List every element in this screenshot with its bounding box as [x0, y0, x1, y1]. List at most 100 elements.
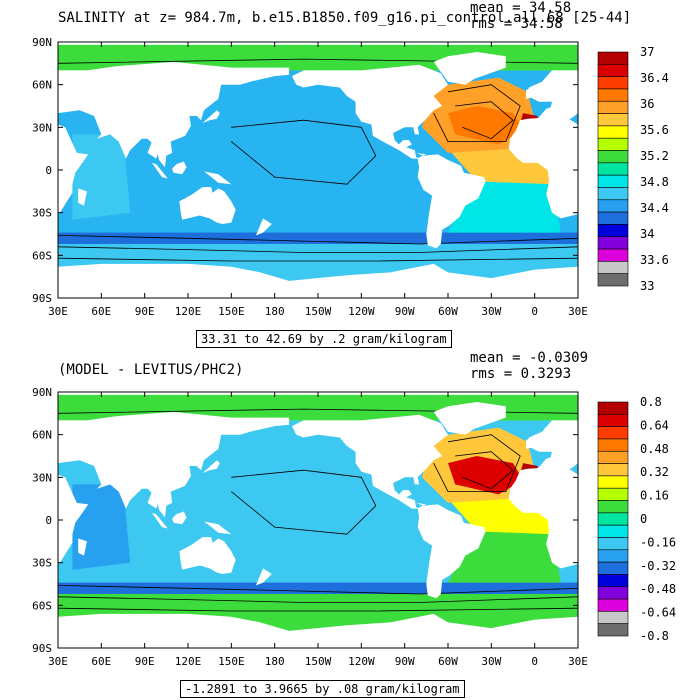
panel2-contour-1 — [58, 585, 578, 595]
panel1-land-madagascar — [78, 188, 87, 206]
panel1-x-tick-label-11: 0 — [531, 305, 538, 318]
panel1-land-europe_n — [527, 70, 578, 119]
panel1-contour-2 — [58, 246, 578, 253]
panel2-colorbar-swatch-11 — [597, 537, 629, 551]
panel1-colorbar-swatch-9 — [597, 162, 629, 176]
panel1-colorbar-label-4: 35.2 — [640, 149, 669, 163]
panel2-colorbar-swatch-16 — [597, 598, 629, 612]
panel2-land-sumatra — [151, 512, 168, 529]
panel1-colorbar-label-6: 34.4 — [640, 201, 669, 215]
panel1-land-australia — [179, 187, 236, 224]
panel2-range-label: -1.2891 to 3.9665 by .08 gram/kilogram — [180, 680, 465, 698]
panel1-map: 30E 60E 90E 120E 150E 180 150W 120W 90W 60W 30W 0 30… — [32, 36, 669, 318]
panel1-x-tick-label-7: 120W — [348, 305, 375, 318]
panel2-x-tick-label-9: 60W — [438, 655, 458, 668]
panel2-land-india_se — [147, 491, 160, 509]
panel2-contour-3 — [58, 607, 578, 612]
panel1-mean: mean = 34.58 — [470, 0, 572, 16]
panel2-colorbar-swatch-2 — [597, 426, 629, 440]
panel1-x-tick-label-5: 180 — [265, 305, 285, 318]
panel1-x-tick-label-8: 90W — [395, 305, 415, 318]
panel2-colorbar-swatch-10 — [597, 524, 629, 538]
panel1-land-africa — [58, 124, 89, 215]
panel1-colorbar-swatch-8 — [597, 150, 629, 164]
panel1-colorbar-swatch-16 — [597, 248, 629, 262]
panel2-land-samerica — [417, 504, 486, 599]
panel1-colorbar-swatch-4 — [597, 100, 629, 114]
panel1-colorbar-swatch-6 — [597, 125, 629, 139]
panel2-land-africa — [58, 474, 89, 565]
panel1-colorbar-swatch-15 — [597, 236, 629, 250]
panel2-colorbar-label-7: -0.32 — [640, 559, 676, 573]
panel1-colorbar-swatch-11 — [597, 187, 629, 201]
panel1-colorbar-label-8: 33.6 — [640, 253, 669, 267]
panel2-map: 30E 60E 90E 120E 150E 180 150W 120W 90W 60W 30W 0 30… — [32, 386, 676, 668]
panel1-colorbar-swatch-12 — [597, 199, 629, 213]
panel1-x-tick-label-10: 30W — [481, 305, 501, 318]
panel1-colorbar-swatch-1 — [597, 64, 629, 77]
panel2-y-tick-label-0: 90N — [32, 386, 52, 399]
panel1-colorbar-swatch-5 — [597, 113, 629, 127]
panel1-colorbar-swatch-13 — [597, 211, 629, 225]
panel2-colorbar-swatch-5 — [597, 463, 629, 477]
panel2-colorbar-swatch-3 — [597, 438, 629, 452]
panel1-colorbar-label-0: 37 — [640, 45, 654, 59]
panel2-colorbar-swatch-7 — [597, 487, 629, 501]
panel1-x-tick-label-12: 30E — [568, 305, 588, 318]
panel1-range-label: 33.31 to 42.69 by .2 gram/kilogram — [196, 330, 452, 348]
panel2-southern-band — [58, 593, 578, 603]
panel2-colorbar-label-4: 0.16 — [640, 489, 669, 503]
panel1-x-tick-label-0: 30E — [48, 305, 68, 318]
panel1-land-eurasia — [58, 61, 290, 168]
panel1-colorbar-swatch-7 — [597, 137, 629, 151]
panel1-colorbar-swatch-18 — [597, 273, 629, 287]
panel2-y-tick-label-4: 30S — [32, 557, 52, 570]
panel2-colorbar-swatch-1 — [597, 414, 629, 427]
panel2-atlantic-core-field — [448, 456, 524, 495]
panel1-land-newguinea — [203, 171, 232, 185]
panel1-y-tick-label-3: 0 — [45, 164, 52, 177]
panel1-field-layer — [58, 44, 578, 298]
panel2-land-namerica — [292, 414, 448, 509]
panel1-land-borneo — [172, 161, 187, 175]
panel1-contour-1 — [58, 235, 578, 245]
panel1-land-nz — [255, 218, 272, 236]
panel2-y-tick-label-2: 30N — [32, 471, 52, 484]
panel2-colorbar-swatch-0 — [597, 401, 629, 415]
panel1-x-tick-label-9: 60W — [438, 305, 458, 318]
panel2-title: (MODEL - LEVITUS/PHC2) — [58, 362, 244, 378]
panel1-colorbar-swatch-14 — [597, 224, 629, 238]
panel1-colorbar-label-2: 36 — [640, 97, 654, 111]
panel2-x-tick-label-3: 120E — [175, 655, 202, 668]
panel2-colorbar-label-9: -0.64 — [640, 606, 676, 620]
panel2-colorbar-label-2: 0.48 — [640, 442, 669, 456]
panel1-y-tick-label-6: 90S — [32, 292, 52, 305]
panel2-land-greenland — [433, 402, 506, 435]
panel1-land-sumatra — [151, 162, 168, 179]
panel1-atlantic-core-field — [448, 106, 524, 145]
panel1-x-tick-label-1: 60E — [91, 305, 111, 318]
panel2-colorbar-label-6: -0.16 — [640, 535, 676, 549]
panel2-x-tick-label-2: 90E — [135, 655, 155, 668]
panel2-colorbar-swatch-12 — [597, 549, 629, 563]
panel1-y-tick-label-1: 60N — [32, 79, 52, 92]
panel1-x-tick-label-6: 150W — [305, 305, 332, 318]
panel1-contour-6 — [455, 101, 514, 140]
panel2-x-tick-label-0: 30E — [48, 655, 68, 668]
panel1-title: SALINITY at z= 984.7m, b.e15.B1850.f09_g… — [58, 10, 632, 26]
panel2-y-tick-label-5: 60S — [32, 599, 52, 612]
panel1-land-africa_west — [508, 117, 578, 219]
panel2-land-nz — [255, 568, 272, 586]
panel2-field-layer — [58, 394, 578, 648]
panel1-colorbar-swatch-10 — [597, 174, 629, 188]
panel2-contour-6 — [455, 451, 514, 490]
panel2-colorbar-swatch-8 — [597, 500, 629, 514]
panel2-rms: rms = 0.3293 — [470, 366, 572, 382]
panel2-land-borneo — [172, 511, 187, 525]
panel2-y-tick-label-6: 90S — [32, 642, 52, 655]
panel2-colorbar-label-5: 0 — [640, 512, 647, 526]
panel2-land-antarctica — [58, 613, 578, 648]
panel2-colorbar-label-10: -0.8 — [640, 629, 669, 643]
panel1-colorbar-swatch-0 — [597, 51, 629, 65]
panel1-contour-4 — [231, 119, 377, 185]
